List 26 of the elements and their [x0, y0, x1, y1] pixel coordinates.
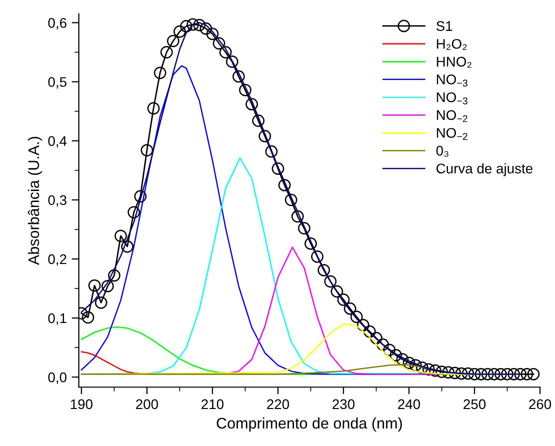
x-tick-label: 210	[202, 399, 224, 410]
legend-label: NO$_{−3}$	[436, 74, 468, 87]
y-tick-label: 0,2	[48, 254, 66, 266]
legend-label: NO$_{−2}$	[436, 110, 468, 122]
y-tick-label: 0,1	[48, 313, 66, 325]
legend-label: NO$_{−2}$	[436, 128, 468, 140]
legend-label: NO$_{−3}$	[436, 92, 468, 104]
y-tick-label: 0,0	[48, 372, 66, 384]
x-tick-label: 190	[70, 399, 92, 410]
legend-label: Curva de ajuste	[436, 163, 532, 176]
x-tick-label: 220	[267, 399, 290, 410]
y-tick-label: 0,4	[48, 136, 67, 148]
legend-label: 0₃	[436, 146, 448, 157]
x-tick-label: 250	[464, 399, 486, 410]
x-tick-label: 260	[529, 399, 552, 410]
y-tick-label: 0,5	[48, 77, 66, 89]
x-tick-label: 230	[332, 399, 355, 410]
y-tick-label: 0,6	[48, 18, 66, 30]
legend-label: S1	[436, 21, 452, 31]
y-axis-title: Absorbância (U.A.)	[28, 136, 42, 265]
legend-label: HNO₂	[436, 56, 472, 68]
x-axis-title: Comprimento de onda (nm)	[216, 417, 402, 432]
legend-label: H₂O₂	[436, 38, 467, 50]
x-tick-label: 200	[136, 399, 158, 410]
y-tick-label: 0,3	[48, 195, 66, 207]
x-tick-label: 240	[398, 399, 420, 410]
